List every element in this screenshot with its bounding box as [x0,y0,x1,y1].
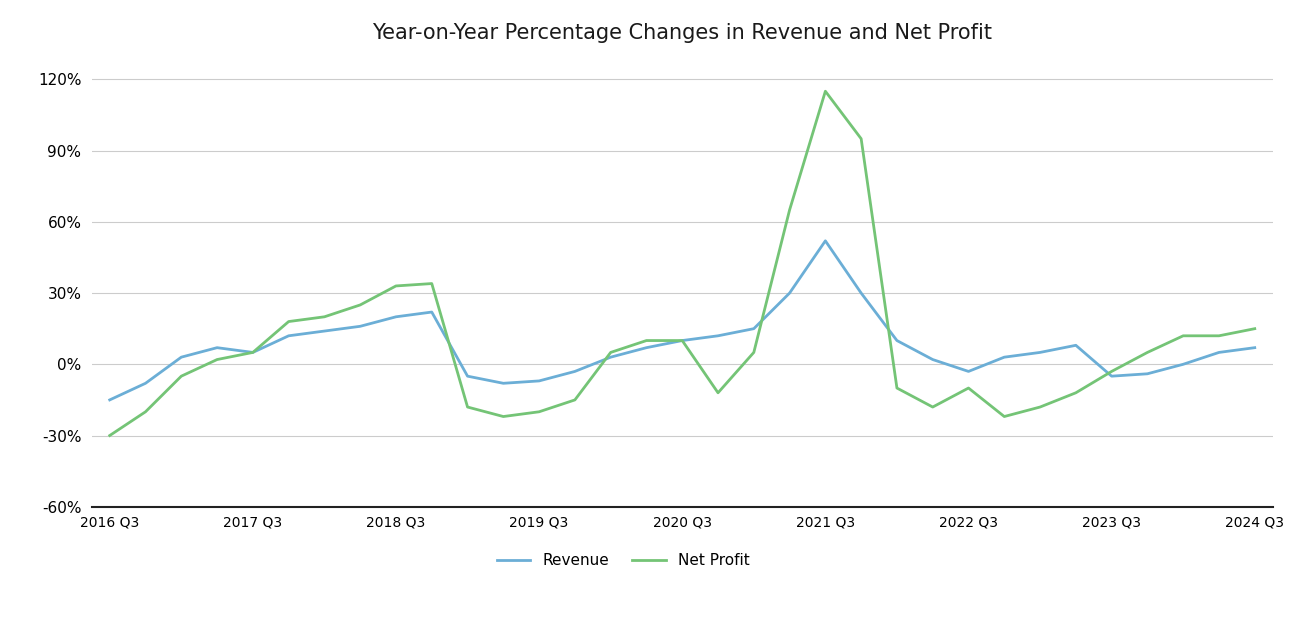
Revenue [102,396,118,404]
Net Profit [1068,389,1084,397]
Net Profit [602,349,618,356]
Revenue [782,289,798,297]
Net Profit [1033,404,1048,411]
Net Profit [424,280,440,287]
Revenue [639,344,655,352]
Revenue [710,332,726,339]
Line: Revenue: Revenue [110,241,1254,400]
Revenue [496,379,512,387]
Net Profit [567,396,583,404]
Net Profit [281,318,297,325]
Net Profit [710,389,726,397]
Net Profit [674,337,690,344]
Net Profit [496,413,512,420]
Revenue [459,373,475,380]
Net Profit [245,349,261,356]
Revenue [316,328,332,335]
Net Profit [996,413,1012,420]
Revenue [353,323,369,330]
Revenue [817,237,833,245]
Revenue [1103,373,1119,380]
Revenue [925,356,941,363]
Net Profit [960,384,976,392]
Revenue [209,344,224,352]
Revenue [567,368,583,375]
Revenue [1246,344,1262,352]
Net Profit [102,432,118,439]
Revenue [960,368,976,375]
Revenue [1140,370,1156,378]
Net Profit [388,282,404,290]
Net Profit [459,404,475,411]
Net Profit [1103,368,1119,375]
Revenue [1176,360,1191,368]
Revenue [424,308,440,316]
Net Profit [782,206,798,214]
Net Profit [1246,325,1262,332]
Revenue [996,353,1012,361]
Revenue [602,353,618,361]
Revenue [245,349,261,356]
Net Profit [1140,349,1156,356]
Revenue [138,379,154,387]
Revenue [281,332,297,339]
Net Profit [316,313,332,321]
Net Profit [853,135,869,142]
Revenue [890,337,905,344]
Net Profit [925,404,941,411]
Revenue [747,325,762,332]
Net Profit [1176,332,1191,339]
Revenue [173,353,189,361]
Revenue [531,377,547,384]
Net Profit [639,337,655,344]
Net Profit [747,349,762,356]
Net Profit [353,301,369,308]
Net Profit [890,384,905,392]
Revenue [388,313,404,321]
Net Profit [209,356,224,363]
Net Profit [817,88,833,95]
Revenue [674,337,690,344]
Revenue [1033,349,1048,356]
Legend: Revenue, Net Profit: Revenue, Net Profit [489,546,757,576]
Net Profit [173,373,189,380]
Net Profit [1211,332,1227,339]
Line: Net Profit: Net Profit [110,91,1254,436]
Revenue [1068,342,1084,349]
Net Profit [531,408,547,415]
Title: Year-on-Year Percentage Changes in Revenue and Net Profit: Year-on-Year Percentage Changes in Reven… [373,23,992,43]
Revenue [1211,349,1227,356]
Revenue [853,289,869,297]
Net Profit [138,408,154,415]
